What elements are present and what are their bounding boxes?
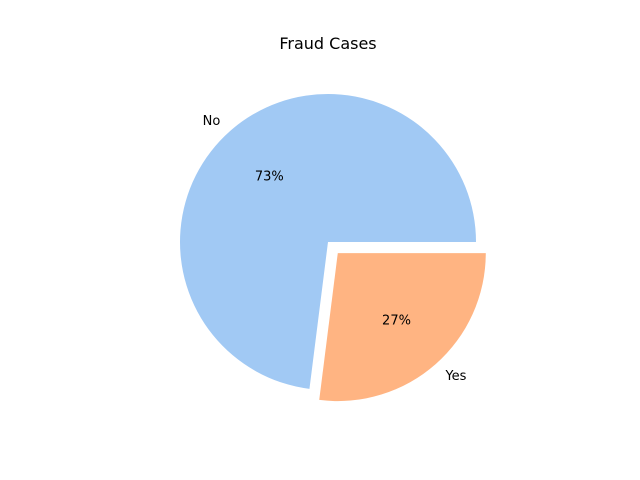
pie-slice-yes (319, 253, 486, 402)
pie-labels: No 73% Yes 27% (203, 114, 467, 384)
slice-label-yes: Yes (444, 369, 466, 384)
pie-slices (180, 94, 486, 402)
chart-title: Fraud Cases (279, 34, 376, 53)
slice-pct-yes: 27% (382, 314, 411, 329)
slice-label-no: No (203, 114, 221, 129)
slice-pct-no: 73% (255, 169, 284, 184)
pie-slice-no (180, 94, 477, 389)
